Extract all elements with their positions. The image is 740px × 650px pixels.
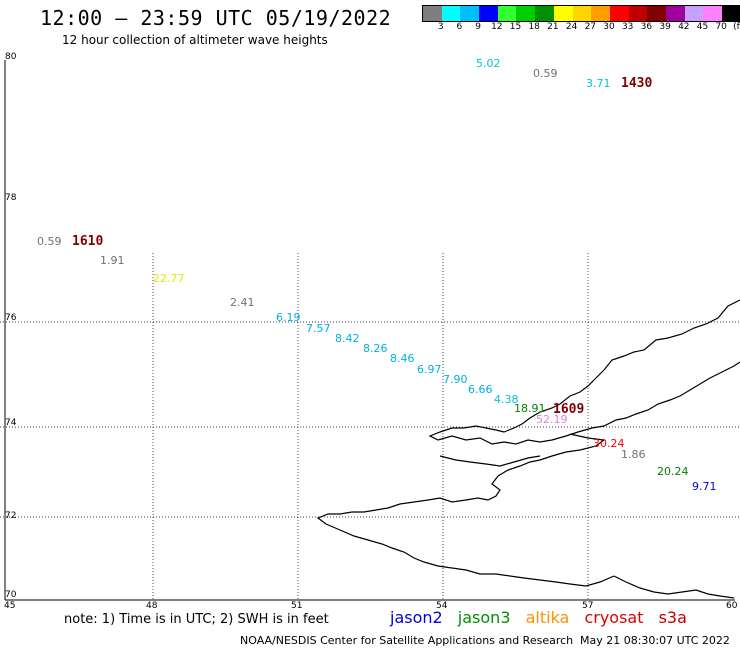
wave-height-label: 3.71 (586, 77, 611, 90)
wave-height-label: 8.42 (335, 332, 360, 345)
color-scale-swatch (460, 6, 480, 21)
coastline-inlet (439, 455, 541, 467)
coastline (316, 299, 740, 599)
wave-height-label: 9.71 (692, 480, 717, 493)
wave-height-label: 6.97 (417, 363, 442, 376)
color-scale-tick-label: 24 (565, 22, 578, 32)
color-scale-tick-label: 21 (547, 22, 559, 32)
lat-label-72: 72 (5, 511, 17, 521)
color-scale-tick-label: 9 (475, 22, 481, 32)
coastline-south-island (316, 433, 615, 587)
wave-height-label: 5.02 (476, 57, 501, 70)
wave-height-label: 18.91 (514, 402, 546, 415)
graticule (0, 253, 740, 600)
wave-height-label: 52.19 (536, 413, 568, 426)
color-scale-tick-label: 15 (509, 22, 522, 32)
satellite-legend-item: s3a (658, 608, 687, 627)
credit-line: NOAA/NESDIS Center for Satellite Applica… (240, 634, 574, 647)
wave-height-label: 6.66 (468, 383, 493, 396)
color-scale-legend (422, 5, 740, 22)
color-scale-swatch (722, 6, 740, 21)
color-scale-swatch (684, 6, 704, 21)
wave-height-label: 6.19 (276, 311, 301, 324)
color-scale-tick-label: 30 (603, 22, 615, 32)
map-frame (4, 60, 735, 601)
color-scale-tick-label: (ft) (733, 22, 740, 32)
satellite-legend: jason2 jason3 altika cryosat s3a (390, 608, 697, 627)
color-scale-tick-label: 6 (456, 22, 463, 32)
color-scale-tick-label: 70 (715, 22, 727, 32)
satellite-legend-item: cryosat (584, 608, 644, 627)
coastline-north-island (428, 299, 740, 445)
pass-time-label: 1430 (621, 76, 653, 91)
color-scale-swatch (553, 6, 573, 21)
lat-label-70: 70 (5, 590, 17, 600)
lon-label-54: 54 (436, 601, 448, 611)
color-scale-swatch (423, 6, 442, 21)
wave-height-label: 1.91 (100, 254, 125, 267)
wave-height-label: 8.26 (363, 342, 388, 355)
coastline-east-shore (613, 575, 735, 599)
color-scale-swatch (535, 6, 554, 21)
pass-time-label: 1610 (72, 234, 104, 249)
units-note: note: 1) Time is in UTC; 2) SWH is in fe… (64, 612, 329, 627)
pass-time-label: 1609 (553, 402, 585, 417)
color-scale-swatch (609, 6, 629, 21)
lon-label-51: 51 (291, 601, 303, 611)
color-scale-swatch (516, 6, 536, 21)
color-scale-tick-label: 3 (437, 22, 444, 32)
satellite-legend-item: altika (525, 608, 570, 627)
lat-label-76: 76 (5, 313, 17, 323)
satellite-legend-item: jason3 (457, 608, 511, 627)
generated-timestamp: May 21 08:30:07 UTC 2022 (580, 634, 730, 647)
wave-height-label: 0.59 (37, 235, 62, 248)
color-scale-tick-label: 42 (678, 22, 690, 32)
color-scale-tick-label: 18 (528, 22, 540, 32)
color-scale-tick-label: 12 (491, 22, 503, 32)
map-title: 12:00 – 23:59 UTC 05/19/2022 (40, 6, 392, 30)
map-subtitle: 12 hour collection of altimeter wave hei… (62, 33, 328, 47)
color-scale-swatch (665, 6, 685, 21)
wave-height-label: 1.86 (621, 448, 646, 461)
wave-height-label: 2.41 (230, 296, 255, 309)
color-scale-swatch (441, 6, 461, 21)
wave-height-label: 7.90 (443, 373, 468, 386)
color-scale-tick-label: 36 (640, 22, 653, 32)
wave-height-label: 8.46 (390, 352, 415, 365)
lat-label-74: 74 (5, 418, 17, 428)
wave-height-label: 7.57 (306, 322, 331, 335)
lon-label-57: 57 (582, 601, 594, 611)
lon-label-45: 45 (4, 601, 16, 611)
color-scale-tick-label: 27 (584, 22, 597, 32)
wave-height-label: 30.24 (593, 437, 625, 450)
satellite-legend-item: jason2 (390, 608, 443, 627)
wave-height-label: 20.24 (657, 465, 689, 478)
color-scale-swatch (479, 6, 498, 21)
color-scale-tick-label: 33 (621, 22, 634, 32)
color-scale-swatch (572, 6, 592, 21)
wave-height-label: 0.59 (533, 67, 558, 80)
color-scale-swatch (703, 6, 722, 21)
lon-label-60: 60 (726, 601, 738, 611)
color-scale-swatch (591, 6, 610, 21)
color-scale-swatch (647, 6, 666, 21)
color-scale-tick-label: 39 (659, 22, 671, 32)
lat-label-80: 80 (5, 52, 17, 62)
color-scale-tick-label: 45 (696, 22, 709, 32)
color-scale-swatch (497, 6, 517, 21)
lon-label-48: 48 (146, 601, 158, 611)
wave-height-label: 22.77 (153, 272, 185, 285)
lat-label-78: 78 (5, 193, 17, 203)
color-scale-swatch (628, 6, 648, 21)
wave-height-label: 4.38 (494, 393, 519, 406)
